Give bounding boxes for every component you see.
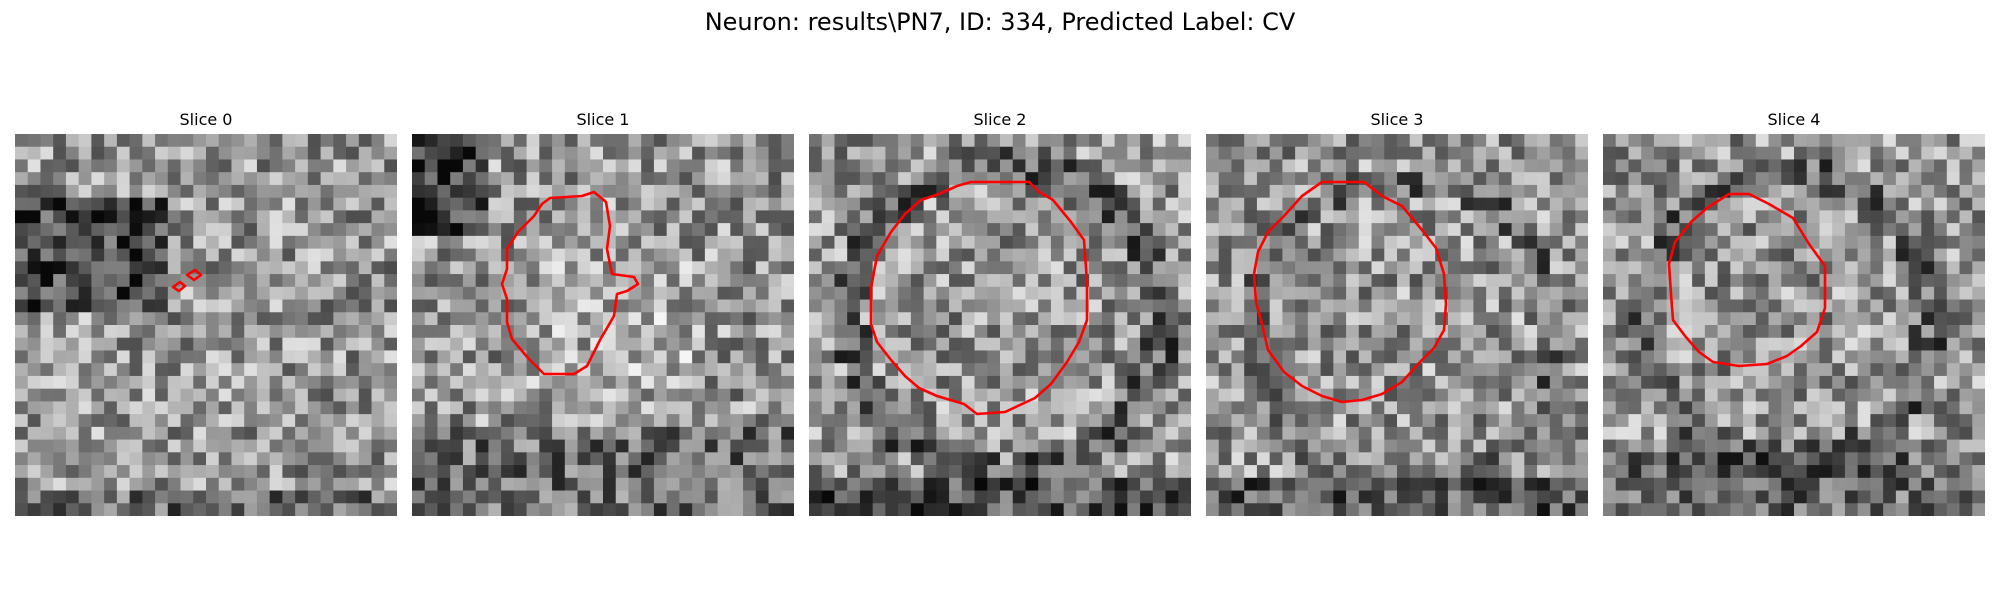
slice-image-1 bbox=[412, 134, 794, 516]
slice-panel-4: Slice 4 bbox=[1603, 0, 1985, 600]
figure-title: Neuron: results\PN7, ID: 334, Predicted … bbox=[704, 8, 1296, 36]
segmentation-contour bbox=[869, 180, 1089, 416]
pixel-grid bbox=[15, 134, 397, 516]
pixel-grid bbox=[1206, 134, 1588, 516]
slice-title: Slice 1 bbox=[576, 110, 630, 129]
slice-image-3 bbox=[1206, 134, 1588, 516]
slice-title: Slice 0 bbox=[179, 110, 233, 129]
pixel-grid bbox=[412, 134, 794, 516]
slice-image-0 bbox=[15, 134, 397, 516]
slice-panel-1: Slice 1 bbox=[412, 0, 794, 600]
slice-panel-3: Slice 3 bbox=[1206, 0, 1588, 600]
segmentation-contour bbox=[500, 190, 640, 376]
slice-image-2 bbox=[809, 134, 1191, 516]
segmentation-contour bbox=[171, 268, 203, 293]
slice-title: Slice 4 bbox=[1767, 110, 1821, 129]
slice-title: Slice 3 bbox=[1370, 110, 1424, 129]
pixel-grid bbox=[1603, 134, 1985, 516]
pixel-grid bbox=[809, 134, 1191, 516]
slice-title: Slice 2 bbox=[973, 110, 1027, 129]
slice-image-4 bbox=[1603, 134, 1985, 516]
slice-panel-2: Slice 2 bbox=[809, 0, 1191, 600]
segmentation-contour bbox=[1667, 192, 1827, 368]
segmentation-contour bbox=[1252, 180, 1448, 404]
slice-panel-0: Slice 0 bbox=[15, 0, 397, 600]
